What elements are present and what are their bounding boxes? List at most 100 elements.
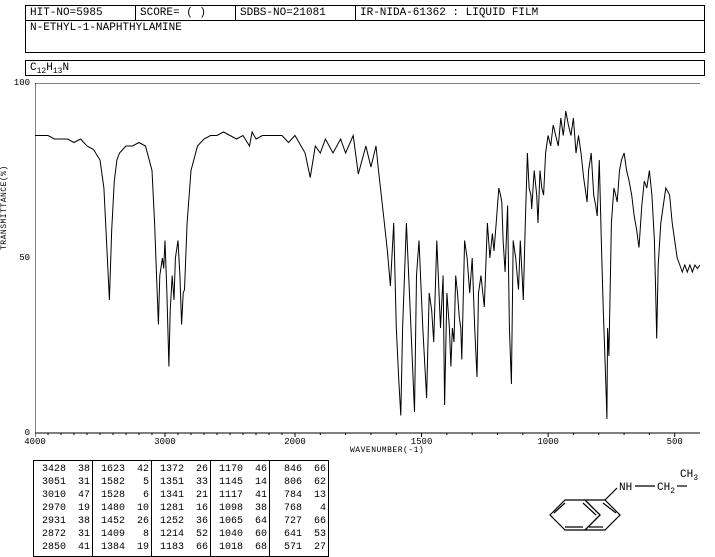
peak-row: 78413: [272, 489, 326, 502]
peak-wavenumber: 1117: [213, 489, 243, 502]
y-tick-label: 100: [10, 78, 30, 88]
compound-name: N-ETHYL-1-NAPHTHYLAMINE: [30, 22, 182, 34]
peak-row: 1281 16: [154, 502, 208, 515]
peak-transmittance: 21: [190, 489, 208, 502]
peak-table: 3428383051313010472970192931382872312850…: [33, 460, 329, 557]
peak-row: 162342: [95, 463, 149, 476]
peak-wavenumber: 806: [272, 476, 302, 489]
molecular-structure: NH CH2 CH3: [535, 460, 700, 545]
peak-transmittance: 66: [308, 463, 326, 476]
peak-wavenumber: 1528: [95, 489, 125, 502]
peak-transmittance: 33: [190, 476, 208, 489]
peak-row: 111741: [213, 489, 267, 502]
formula-row: C12H13N: [25, 60, 705, 76]
peak-wavenumber: 846: [272, 463, 302, 476]
peak-transmittance: 31: [72, 476, 90, 489]
peak-transmittance: 53: [308, 528, 326, 541]
peak-wavenumber: 1384: [95, 541, 125, 554]
peak-transmittance: 47: [72, 489, 90, 502]
peak-transmittance: 19: [131, 541, 149, 554]
peak-row: 342838: [36, 463, 90, 476]
peak-transmittance: 36: [190, 515, 208, 528]
peak-wavenumber: 1281: [154, 502, 184, 515]
x-axis-label: WAVENUMBER(-1): [350, 446, 424, 455]
peak-transmittance: 64: [249, 515, 267, 528]
x-tick-label: 4000: [24, 437, 46, 447]
peak-row: 1528 6: [95, 489, 149, 502]
peak-transmittance: 26: [131, 515, 149, 528]
compound-name-row: N-ETHYL-1-NAPHTHYLAMINE: [25, 21, 705, 53]
formula-c: C: [30, 62, 37, 74]
formula-n: N: [62, 62, 69, 74]
peak-row: 846 66: [272, 463, 326, 476]
ch3-label: CH3: [680, 469, 698, 483]
peak-row: 1351 33: [154, 476, 208, 489]
nh-label: NH: [619, 482, 632, 494]
peak-transmittance: 38: [249, 502, 267, 515]
peak-row: 104060: [213, 528, 267, 541]
peak-wavenumber: 1183: [154, 541, 184, 554]
peak-transmittance: 66: [190, 541, 208, 554]
peak-row: 1183 66: [154, 541, 208, 554]
peak-transmittance: 62: [308, 476, 326, 489]
peak-wavenumber: 1623: [95, 463, 125, 476]
peak-transmittance: 41: [72, 541, 90, 554]
peak-wavenumber: 1582: [95, 476, 125, 489]
peak-wavenumber: 1372: [154, 463, 184, 476]
peak-transmittance: 60: [249, 528, 267, 541]
peak-row: 1018 68: [213, 541, 267, 554]
peak-row: 109838: [213, 502, 267, 515]
peak-row: 1384 19: [95, 541, 149, 554]
peak-wavenumber: 641: [272, 528, 302, 541]
peak-row: 1480 10: [95, 502, 149, 515]
peak-transmittance: 6: [131, 489, 149, 502]
peak-column: 3428383051313010472970192931382872312850…: [34, 461, 93, 556]
peak-transmittance: 46: [249, 463, 267, 476]
peak-row: 641 53: [272, 528, 326, 541]
peak-row: 806 62: [272, 476, 326, 489]
peak-wavenumber: 2872: [36, 528, 66, 541]
peak-wavenumber: 1018: [213, 541, 243, 554]
peak-row: 571 27: [272, 541, 326, 554]
peak-transmittance: 27: [308, 541, 326, 554]
peak-wavenumber: 3051: [36, 476, 66, 489]
formula-h: H: [46, 62, 53, 74]
peak-transmittance: 68: [249, 541, 267, 554]
peak-wavenumber: 727: [272, 515, 302, 528]
peak-wavenumber: 784: [272, 489, 302, 502]
peak-transmittance: 26: [190, 463, 208, 476]
peak-row: 121452: [154, 528, 208, 541]
peak-row: 3051 31: [36, 476, 90, 489]
peak-row: 125236: [154, 515, 208, 528]
peak-row: 1341 21: [154, 489, 208, 502]
sdbs-no-cell: SDBS-NO=21081: [236, 6, 356, 20]
peak-transmittance: 38: [72, 463, 90, 476]
peak-wavenumber: 1351: [154, 476, 184, 489]
score-cell: SCORE= ( ): [136, 6, 236, 20]
peak-transmittance: 5: [131, 476, 149, 489]
peak-wavenumber: 1214: [154, 528, 184, 541]
peak-wavenumber: 1409: [95, 528, 125, 541]
peak-row: 14098: [95, 528, 149, 541]
peak-wavenumber: 571: [272, 541, 302, 554]
peak-wavenumber: 1341: [154, 489, 184, 502]
peak-row: 7684: [272, 502, 326, 515]
spectrum-svg: [35, 83, 700, 443]
peak-wavenumber: 1065: [213, 515, 243, 528]
peak-row: 1582 5: [95, 476, 149, 489]
peak-wavenumber: 768: [272, 502, 302, 515]
peak-transmittance: 10: [131, 502, 149, 515]
x-tick-label: 2000: [284, 437, 306, 447]
peak-row: 114514: [213, 476, 267, 489]
peak-wavenumber: 1145: [213, 476, 243, 489]
peak-transmittance: 16: [190, 502, 208, 515]
peak-wavenumber: 1480: [95, 502, 125, 515]
peak-wavenumber: 2931: [36, 515, 66, 528]
peak-transmittance: 19: [72, 502, 90, 515]
peak-row: 1065 64: [213, 515, 267, 528]
peak-wavenumber: 3010: [36, 489, 66, 502]
hit-no-cell: HIT-NO=5985: [26, 6, 136, 20]
peak-row: 3010 47: [36, 489, 90, 502]
peak-wavenumber: 1452: [95, 515, 125, 528]
y-axis-label: TRANSMITTANCE(%): [0, 165, 9, 250]
